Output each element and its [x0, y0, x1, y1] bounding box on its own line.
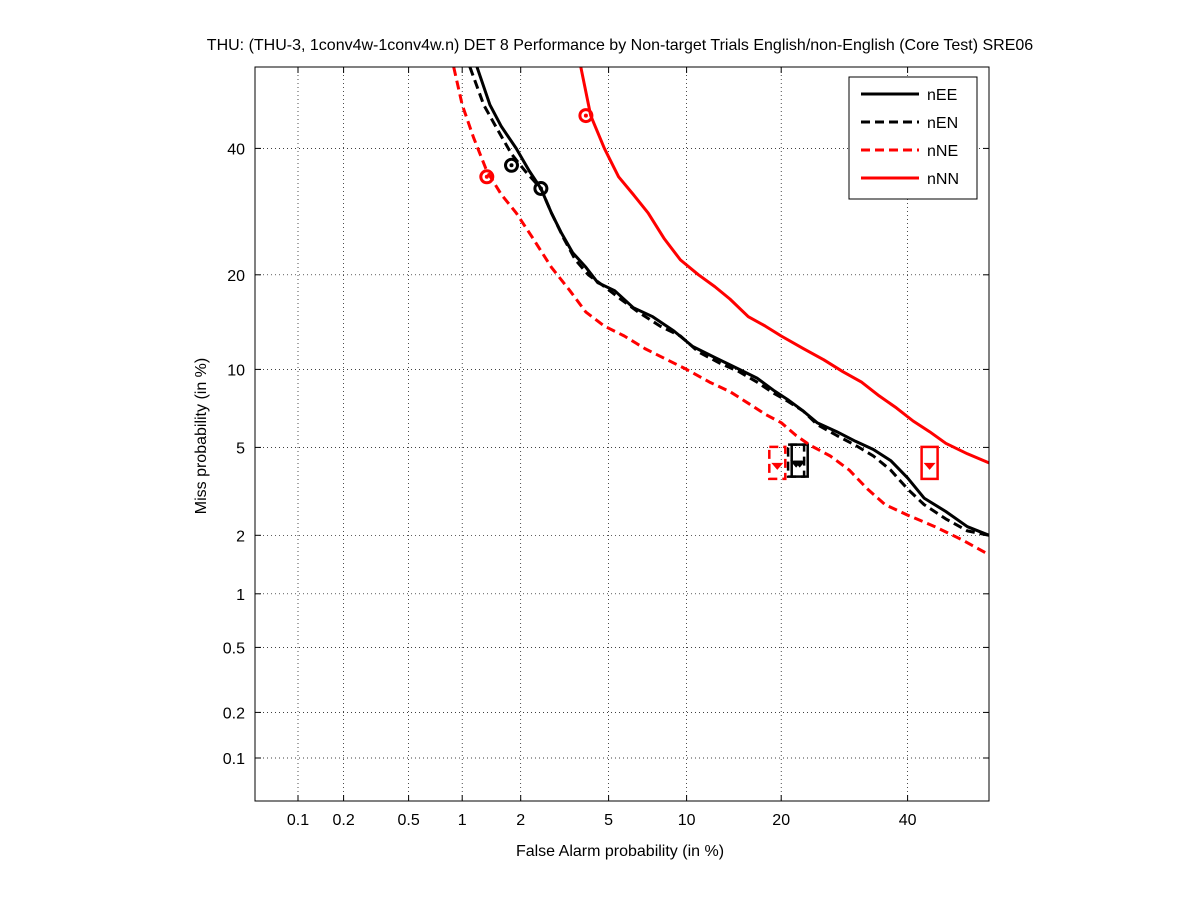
min-dcf-box-nen	[786, 443, 806, 478]
x-tick-label: 2	[516, 812, 525, 829]
legend-label-nee: nEE	[927, 87, 957, 104]
legend: nEE nEN nNE nNN	[848, 76, 978, 200]
y-tick-label: 20	[227, 268, 245, 285]
act-dcf-marker-nnn	[578, 108, 594, 124]
x-tick-label: 5	[604, 812, 613, 829]
min-dcf-box-nne	[768, 445, 787, 481]
series-line-nen	[468, 67, 989, 537]
act-dcf-marker-nne	[479, 169, 495, 185]
x-tick-label: 0.2	[332, 812, 354, 829]
act-dcf-center-nen	[509, 163, 514, 168]
x-tick-label: 1	[458, 812, 467, 829]
min-dcf-marker-nen	[790, 460, 803, 468]
y-tick-label: 2	[236, 528, 245, 545]
min-dcf-box-nnn	[920, 445, 939, 481]
x-tick-label: 40	[899, 812, 917, 829]
x-tick-label: 10	[678, 812, 696, 829]
y-tick-label: 0.5	[223, 640, 245, 657]
y-tick-label: 10	[227, 362, 245, 379]
series-line-nnn	[579, 67, 989, 465]
series-line-nne	[452, 67, 989, 557]
y-tick-label: 40	[227, 141, 245, 158]
y-tick-label: 0.1	[223, 751, 245, 768]
legend-label-nnn: nNN	[927, 171, 959, 188]
chart-title: THU: (THU-3, 1conv4w-1conv4w.n) DET 8 Pe…	[207, 37, 1034, 54]
axis-ticks: 0.1 0.2 0.5 1 2 5 10 20 40 0.1 0.2 0.5 1 2 5 10 20 40	[223, 67, 989, 829]
x-tick-label: 0.1	[287, 812, 309, 829]
act-dcf-marker-nee	[533, 181, 549, 196]
y-tick-label: 0.2	[223, 705, 245, 722]
act-dcf-center-nne	[484, 174, 489, 179]
min-dcf-marker-nnn	[923, 462, 936, 470]
y-tick-label: 1	[236, 587, 245, 604]
legend-label-nne: nNE	[927, 143, 958, 160]
data-series	[452, 67, 989, 557]
x-tick-label: 20	[772, 812, 790, 829]
act-dcf-center-nnn	[583, 113, 588, 118]
act-dcf-marker-nen	[504, 157, 519, 173]
x-axis-label: False Alarm probability (in %)	[516, 843, 724, 860]
y-axis-label: Miss probability (in %)	[193, 358, 210, 514]
y-tick-label: 5	[236, 440, 245, 457]
plot-frame	[254, 66, 990, 802]
x-tick-label: 0.5	[397, 812, 419, 829]
min-dcf-marker-nne	[771, 462, 784, 470]
legend-label-nen: nEN	[927, 115, 958, 132]
